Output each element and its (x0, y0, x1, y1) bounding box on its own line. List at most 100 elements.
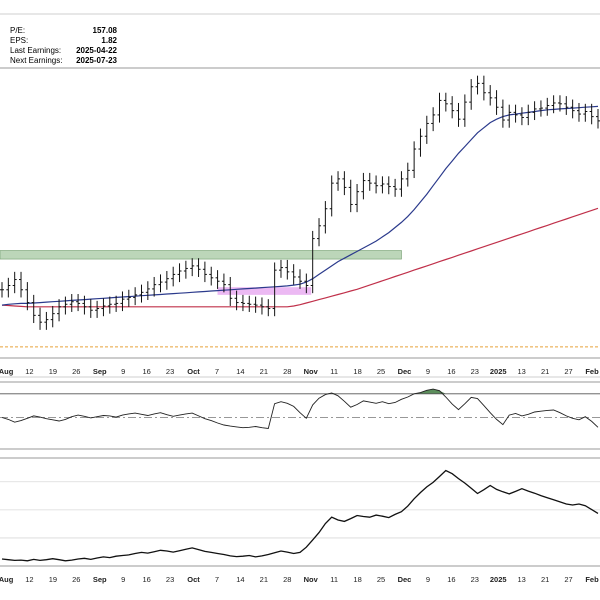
price-bar (310, 230, 315, 294)
x-axis-lower: Aug 12 19 26 Sep 9 16 23 Oct 7 14 21 28 Nov 11 18 25 Dec 9… (0, 575, 599, 584)
price-bar (450, 96, 455, 119)
price-axis-tick-label: 21 (541, 367, 549, 376)
price-bar (405, 162, 410, 187)
price-axis-tick-label: 16 (447, 367, 455, 376)
price-bars (0, 75, 600, 330)
price-bar (202, 261, 207, 283)
price-bar (0, 282, 4, 298)
lower-axis-tick-label: 25 (377, 575, 385, 584)
price-axis-tick-label: 12 (25, 367, 33, 376)
price-bar (285, 259, 290, 280)
lower-axis-tick-label: 21 (541, 575, 549, 584)
price-bar (177, 263, 182, 283)
price-axis-tick-label: 25 (377, 367, 385, 376)
price-bar (57, 299, 62, 322)
oscillator-line (1, 388, 599, 429)
price-bar (240, 294, 245, 312)
pe-value: 157.08 (92, 26, 117, 35)
price-axis-tick-label: 26 (72, 367, 80, 376)
price-bar (412, 141, 417, 179)
price-bar (234, 290, 239, 311)
next-earnings-row: Next Earnings: 2025-07-23 (10, 56, 117, 66)
price-bar (171, 266, 176, 287)
price-axis-tick-label: 16 (142, 367, 150, 376)
price-axis-tick-label: Feb (585, 367, 599, 376)
eps-value: 1.82 (101, 36, 117, 45)
price-bar (44, 311, 49, 330)
price-bar (393, 178, 398, 197)
price-bar (259, 297, 264, 315)
price-bar (317, 218, 322, 247)
price-bar (215, 270, 220, 289)
slow-moving-average-line (1, 207, 599, 308)
price-axis-tick-label: 18 (353, 367, 361, 376)
price-bar (481, 75, 486, 101)
price-bar (374, 175, 379, 194)
price-bar (196, 258, 201, 277)
price-bar (69, 294, 74, 312)
price-bar (469, 79, 474, 110)
price-bar (519, 107, 524, 126)
lower-axis-tick-label: 14 (236, 575, 244, 584)
price-axis-tick-label: Oct (187, 367, 200, 376)
price-bar (545, 97, 550, 116)
lower-axis-tick-label: 23 (166, 575, 174, 584)
price-axis-tick-label: Nov (304, 367, 319, 376)
price-bar (221, 273, 226, 293)
price-bar (95, 300, 100, 318)
price-axis-tick-label: 13 (518, 367, 526, 376)
price-bar (304, 273, 309, 294)
price-bar (291, 264, 296, 285)
price-axis-tick-label: Sep (93, 367, 107, 376)
lower-axis-tick-label: 7 (215, 575, 219, 584)
price-bar (500, 99, 505, 128)
price-axis-tick-label: 23 (166, 367, 174, 376)
price-bar (76, 294, 81, 312)
price-bar (114, 295, 119, 312)
price-bar (570, 99, 575, 119)
price-bar (355, 184, 360, 213)
price-bar (107, 296, 112, 314)
lower-axis-tick-label: 28 (283, 575, 291, 584)
lower-indicator-line (1, 469, 599, 562)
price-bar (329, 175, 334, 217)
price-bar (456, 102, 461, 127)
price-bar (247, 295, 252, 312)
price-bar (120, 291, 125, 312)
price-bar (266, 299, 271, 317)
lower-axis-tick-label: 16 (142, 575, 150, 584)
price-bar (386, 176, 391, 195)
price-bar (158, 274, 163, 293)
price-bar (564, 96, 569, 115)
price-bar (152, 276, 157, 297)
last-earnings-row: Last Earnings: 2025-04-22 (10, 46, 117, 56)
lower-axis-tick-label: 12 (25, 575, 33, 584)
price-axis-tick-label: 27 (564, 367, 572, 376)
price-bar (133, 287, 138, 306)
price-bar (431, 107, 436, 132)
price-bar (88, 299, 93, 318)
lower-axis-tick-label: Sep (93, 575, 107, 584)
price-axis-tick-label: 9 (121, 367, 125, 376)
last-earnings-value: 2025-04-22 (76, 46, 117, 55)
price-bar (253, 296, 258, 313)
price-bar (538, 100, 543, 117)
price-bar (551, 95, 556, 114)
price-bar (596, 108, 600, 129)
lower-axis-tick-label: 18 (353, 575, 361, 584)
price-bar (323, 201, 328, 234)
lower-axis-tick-label: 13 (518, 575, 526, 584)
price-bar (272, 262, 277, 317)
stock-info-box: P/E: 157.08 EPS: 1.82 Last Earnings: 202… (10, 26, 117, 66)
price-axis-tick-label: 2025 (490, 367, 507, 376)
lower-axis-tick-label: Aug (0, 575, 14, 584)
price-axis-tick-label: 9 (426, 367, 430, 376)
price-axis-tick-label: 19 (49, 367, 57, 376)
lower-axis-tick-label: 2025 (490, 575, 507, 584)
price-axis-tick-label: 14 (236, 367, 244, 376)
price-bar (342, 171, 347, 196)
price-bar (361, 172, 366, 200)
price-bar (82, 295, 87, 315)
price-bar (589, 103, 594, 125)
